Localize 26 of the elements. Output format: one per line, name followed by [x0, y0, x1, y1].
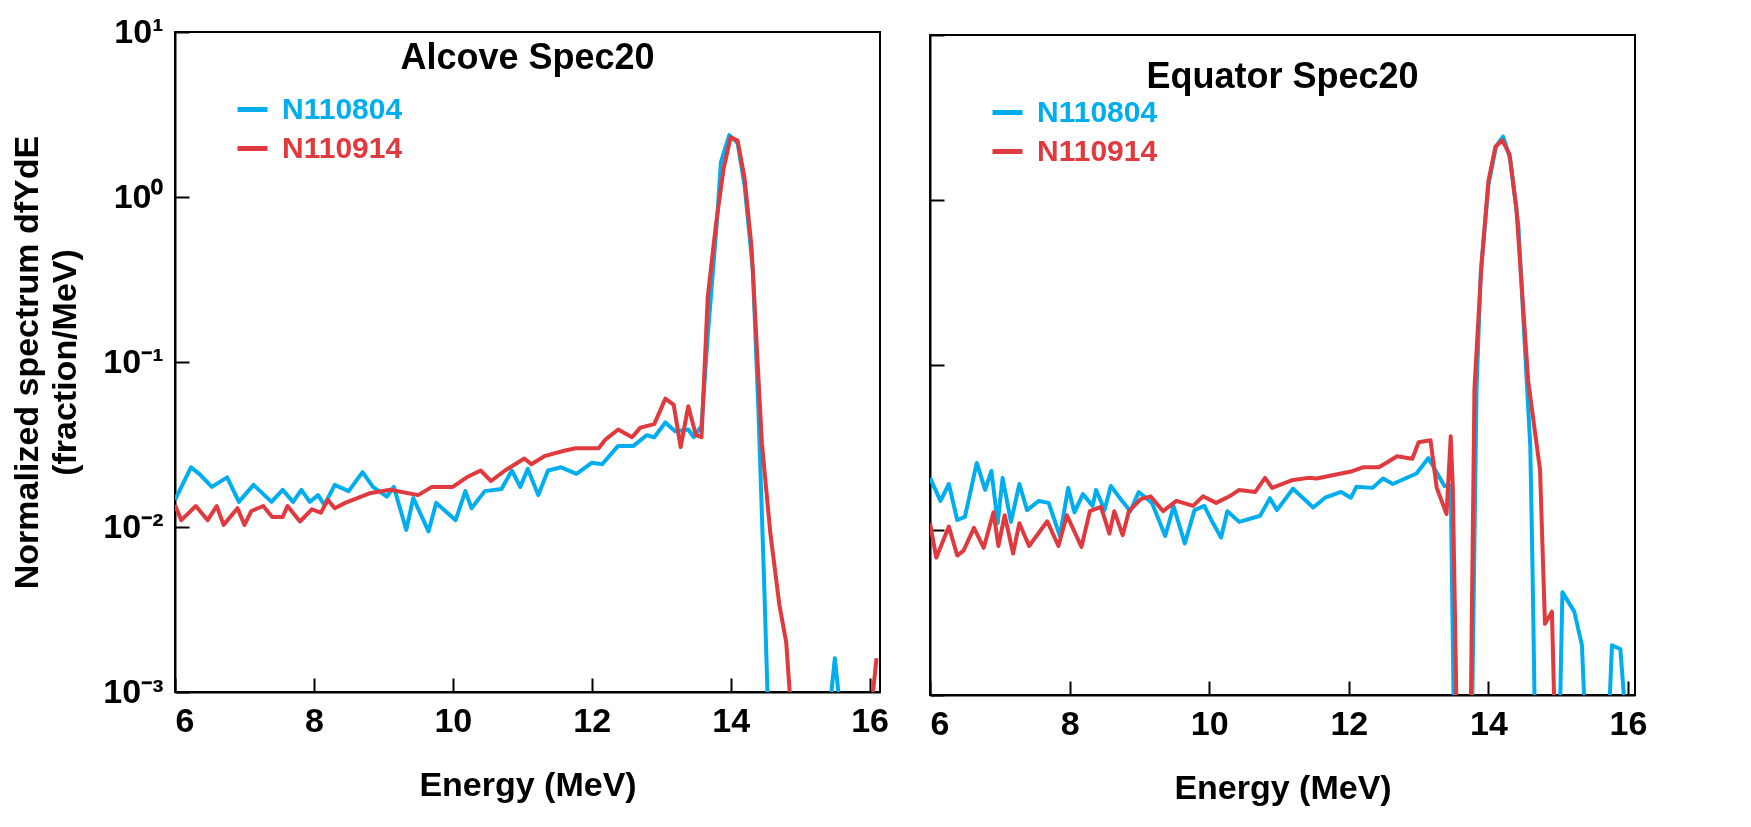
x-axis-title: Energy (MeV)	[419, 764, 637, 803]
x-axis-title: Energy (MeV)	[1174, 767, 1392, 806]
y-tick-label: 10⁻³	[103, 671, 164, 710]
x-tick-label: 16	[851, 700, 889, 739]
x-tick-label: 12	[1330, 703, 1369, 742]
x-tick-label: 14	[712, 700, 751, 739]
legend-label: N110914	[1037, 133, 1158, 167]
x-tick-label: 16	[1609, 703, 1648, 742]
x-tick-label: 6	[175, 700, 195, 739]
legend-label: N110804	[282, 91, 403, 125]
x-tick-label: 14	[1470, 703, 1508, 742]
x-tick-label: 10	[1190, 703, 1229, 742]
legend-label: N110804	[1037, 94, 1158, 128]
x-tick-label: 10	[434, 700, 473, 739]
x-tick-label: 6	[930, 703, 950, 742]
y-tick-label: 10⁻²	[103, 506, 164, 545]
y-tick-label: 10¹	[114, 11, 164, 50]
text: Equator Spec20	[1146, 55, 1419, 96]
y-axis-title: Normalized spectrum dfYdE (fraction/MeV)	[7, 135, 84, 590]
legend-label: N110914	[282, 130, 403, 164]
chart-title: Alcove Spec20	[400, 36, 655, 77]
y-tick-label: 10⁰	[113, 176, 164, 215]
x-tick-label: 12	[573, 700, 612, 739]
x-tick-label: 8	[304, 700, 324, 739]
y-tick-label: 10⁻¹	[103, 341, 164, 380]
x-tick-label: 8	[1060, 703, 1080, 742]
